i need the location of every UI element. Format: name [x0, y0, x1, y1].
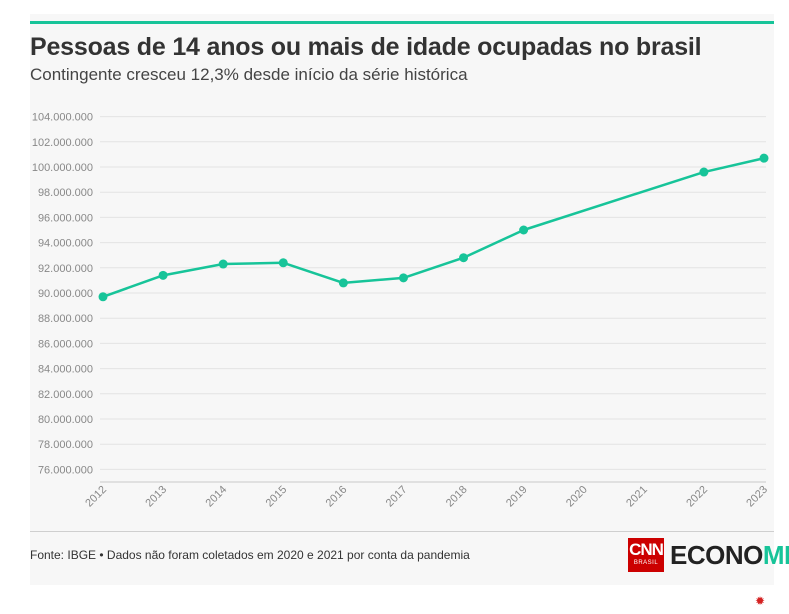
series-layer: [98, 153, 769, 302]
data-point-2023[interactable]: [759, 153, 769, 163]
x-tick-label: 2023: [744, 484, 770, 510]
cnn-logo-text: CNN: [629, 540, 664, 559]
data-point-2012[interactable]: [98, 292, 108, 302]
x-tick-label: 2019: [504, 484, 530, 510]
y-tick-label: 86.000.000: [38, 338, 93, 350]
x-tick-label: 2020: [564, 484, 590, 510]
grid-lines: [100, 116, 766, 483]
y-axis-ticks: 76.000.000 78.000.000 80.000.000 82.000.000…: [32, 112, 93, 477]
x-tick-label: 2013: [143, 484, 169, 510]
y-tick-label: 92.000.000: [38, 263, 93, 275]
data-point-2015[interactable]: [278, 258, 288, 268]
y-tick-label: 94.000.000: [38, 238, 93, 250]
x-tick-label: 2016: [324, 484, 350, 510]
x-axis-ticks: 2012 2013 2014 2015 2016 2017 2018 2019 2020 2021…: [83, 484, 770, 510]
x-tick-label: 2021: [624, 484, 650, 510]
chart-card: [30, 14, 774, 585]
accent-top-line: [30, 21, 774, 24]
data-point-2017[interactable]: [398, 273, 408, 283]
x-tick-label: 2022: [684, 484, 710, 510]
y-tick-label: 84.000.000: [38, 364, 93, 376]
y-tick-label: 80.000.000: [38, 414, 93, 426]
series-line: [101, 156, 766, 299]
x-tick-label: 2018: [444, 484, 470, 510]
y-tick-label: 90.000.000: [38, 288, 93, 300]
source-note: Fonte: IBGE • Dados não foram coletados …: [30, 548, 470, 562]
y-tick-label: 78.000.000: [38, 439, 93, 451]
data-point-2019[interactable]: [519, 225, 529, 235]
x-tick-label: 2015: [264, 484, 290, 510]
cnn-logo: CNN BRASIL: [628, 538, 664, 572]
x-tick-label: 2014: [204, 484, 230, 510]
data-point-2022[interactable]: [699, 167, 709, 177]
data-point-2018[interactable]: [459, 253, 469, 263]
economia-logo-part-a: ECONO: [670, 540, 763, 570]
x-tick-label: 2012: [83, 484, 109, 510]
y-tick-label: 82.000.000: [38, 389, 93, 401]
cnn-logo-subtext: BRASIL: [633, 560, 659, 566]
y-tick-label: 102.000.000: [32, 137, 93, 149]
economia-logo: ECONOMIA: [670, 540, 789, 571]
y-tick-label: 100.000.000: [32, 162, 93, 174]
flourish-icon: ✹: [755, 594, 766, 608]
y-tick-label: 96.000.000: [38, 212, 93, 224]
economia-logo-part-b: MIA: [762, 540, 789, 570]
y-tick-label: 98.000.000: [38, 187, 93, 199]
footer-divider: [30, 531, 774, 532]
data-point-2014[interactable]: [218, 259, 228, 269]
x-tick-label: 2017: [384, 484, 410, 510]
data-point-2013[interactable]: [158, 270, 168, 280]
chart-title: Pessoas de 14 anos ou mais de idade ocup…: [30, 33, 702, 61]
y-tick-label: 76.000.000: [38, 464, 93, 476]
data-point-2016[interactable]: [338, 278, 348, 288]
y-tick-label: 88.000.000: [38, 313, 93, 325]
chart-subtitle: Contingente cresceu 12,3% desde início d…: [30, 65, 468, 84]
y-tick-label: 104.000.000: [32, 112, 93, 124]
